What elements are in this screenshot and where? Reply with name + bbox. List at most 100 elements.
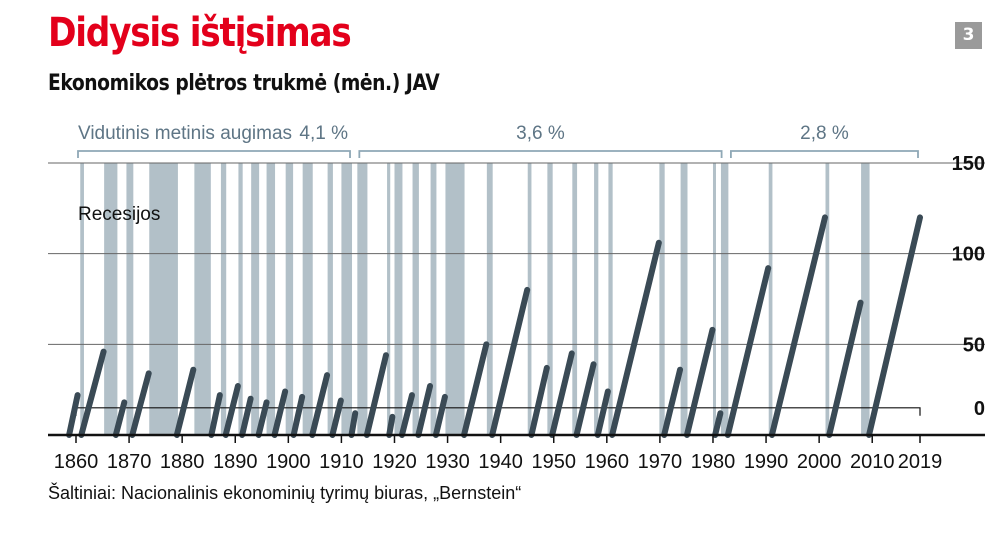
x-tick-label: 1870 — [107, 451, 152, 473]
recession-band — [285, 163, 294, 435]
recession-band — [394, 163, 403, 435]
recession-band — [430, 163, 437, 435]
expansion-line — [768, 214, 828, 438]
recession-band — [149, 163, 178, 435]
x-tick-label: 2010 — [850, 451, 895, 473]
expansion-line — [78, 348, 107, 438]
x-tick-label: 1940 — [478, 451, 523, 473]
x-tick-label: 1890 — [213, 451, 258, 473]
y-tick-label: 0 — [974, 398, 985, 420]
recession-band — [104, 163, 118, 435]
recession-band — [572, 163, 578, 435]
recession-band — [547, 163, 553, 435]
recession-band — [357, 163, 368, 435]
recession-band — [251, 163, 260, 435]
expansion-line — [329, 397, 344, 438]
growth-period-value: 2,8 % — [800, 123, 849, 144]
expansion-line — [66, 392, 81, 438]
expansion-line — [415, 383, 434, 438]
recession-band — [720, 163, 729, 435]
expansion-line — [255, 399, 270, 438]
x-tick-label: 1980 — [691, 451, 736, 473]
expansion-line — [239, 395, 254, 438]
expansion-line — [661, 366, 684, 438]
expansion-line — [573, 361, 597, 438]
y-tick-label: 100 — [952, 244, 985, 266]
x-tick-label: 2000 — [797, 451, 842, 473]
expansion-line — [609, 239, 662, 438]
growth-period-bracket — [358, 150, 723, 158]
recession-band — [712, 163, 716, 435]
expansion-line — [290, 393, 306, 438]
recession-band — [486, 163, 493, 435]
recession-band — [445, 163, 465, 435]
recession-band — [825, 163, 830, 435]
growth-period-bracket — [77, 150, 351, 158]
growth-label: Vidutinis metinis augimas — [78, 123, 292, 144]
expansion-line — [129, 370, 152, 438]
x-tick-label: 1880 — [160, 451, 205, 473]
x-tick-label: 1900 — [266, 451, 311, 473]
expansion-line — [489, 286, 531, 438]
x-tick-label: 1910 — [319, 451, 364, 473]
x-tick-label: 1920 — [372, 451, 417, 473]
expansion-line — [363, 352, 389, 438]
expansion-line — [398, 392, 416, 438]
recession-band — [238, 163, 243, 435]
x-tick-label: 1860 — [54, 451, 99, 473]
figure-number-badge: 3 — [955, 22, 982, 49]
x-tick-label: 2019 — [898, 451, 943, 473]
expansion-line — [386, 413, 396, 438]
growth-period-value: 3,6 % — [516, 123, 565, 144]
recession-band — [412, 163, 419, 435]
recession-band — [861, 163, 870, 435]
recession-band — [594, 163, 599, 435]
expansion-line — [348, 410, 359, 438]
recession-band — [659, 163, 665, 435]
expansion-line — [309, 372, 331, 438]
recession-band — [327, 163, 333, 435]
expansion-line — [866, 214, 923, 438]
growth-period-value: 4,1 % — [299, 123, 348, 144]
expansion-line — [549, 350, 575, 438]
expansion-line — [683, 326, 716, 438]
expansion-line — [222, 383, 241, 438]
recession-band — [126, 163, 134, 435]
expansion-line — [594, 388, 611, 438]
recession-band — [387, 163, 391, 435]
y-tick-label: 150 — [952, 153, 985, 175]
x-tick-label: 1990 — [744, 451, 789, 473]
x-tick-label: 1950 — [531, 451, 576, 473]
recession-band — [194, 163, 211, 435]
expansion-line — [271, 388, 289, 438]
expansion-line — [432, 393, 448, 438]
recession-band — [768, 163, 773, 435]
recession-band — [341, 163, 353, 435]
page-subtitle: Ekonomikos plėtros trukmė (mėn.) JAV — [48, 71, 440, 96]
expansion-line — [173, 366, 197, 438]
page-title: Didysis ištįsimas — [48, 10, 352, 56]
expansion-line — [528, 364, 550, 438]
recession-band — [220, 163, 227, 435]
x-tick-label: 1970 — [638, 451, 683, 473]
recession-band — [80, 163, 84, 435]
expansion-line — [826, 299, 864, 438]
expansion-line — [461, 341, 490, 438]
recession-band — [527, 163, 532, 435]
recession-band — [302, 163, 313, 435]
recession-band — [266, 163, 276, 435]
y-tick-label: 50 — [963, 334, 985, 356]
expansion-line — [112, 399, 128, 438]
expansion-line — [208, 392, 223, 438]
source-note: Šaltiniai: Nacionalinis ekonominių tyrim… — [48, 483, 522, 503]
expansion-line — [712, 410, 724, 438]
recession-band — [680, 163, 688, 435]
expansion-line — [724, 265, 772, 438]
x-tick-label: 1960 — [585, 451, 630, 473]
recession-band — [608, 163, 613, 435]
recession-label: Recesijos — [78, 204, 160, 225]
growth-period-bracket — [730, 150, 919, 158]
x-tick-label: 1930 — [425, 451, 470, 473]
